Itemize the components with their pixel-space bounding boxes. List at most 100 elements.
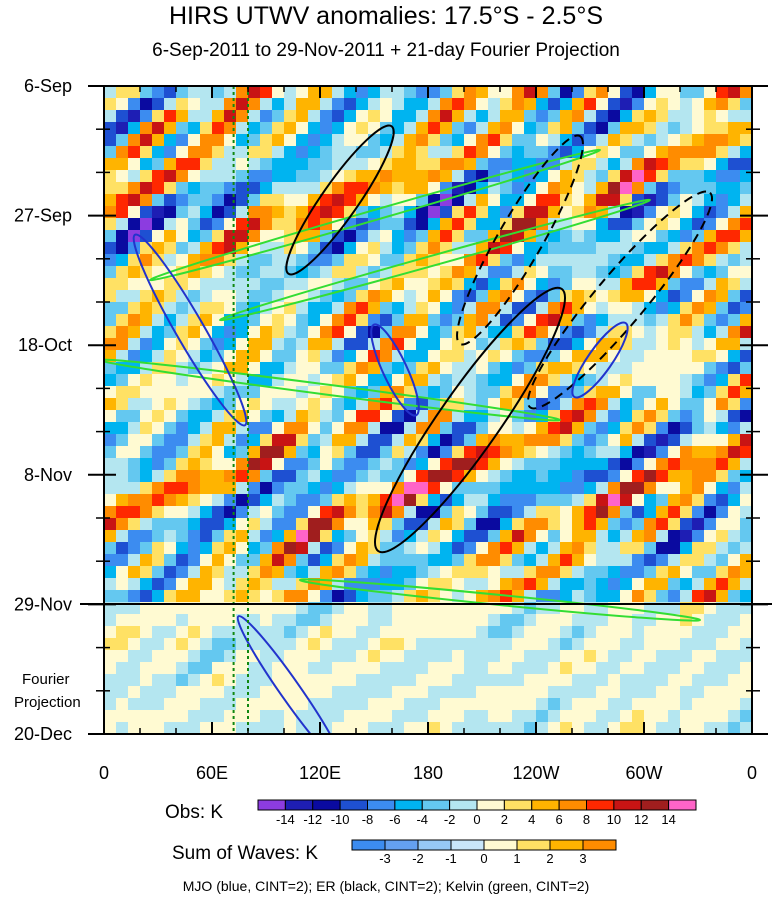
field-cell	[656, 674, 669, 687]
field-cell	[476, 314, 489, 327]
field-cell	[524, 674, 537, 687]
field-cell	[104, 626, 117, 639]
colorbar-swatch	[668, 799, 697, 811]
field-cell	[392, 578, 405, 591]
field-cell	[164, 110, 177, 123]
projection-label-line1: Fourier	[22, 671, 70, 688]
field-cell	[248, 410, 261, 423]
field-cell	[356, 326, 369, 339]
field-cell	[488, 686, 501, 699]
field-cell	[236, 662, 249, 675]
field-cell	[512, 206, 525, 219]
field-cell	[548, 98, 561, 111]
field-cell	[296, 194, 309, 207]
field-cell	[620, 374, 633, 387]
field-cell	[524, 266, 537, 279]
field-cell	[176, 626, 189, 639]
field-cell	[248, 458, 261, 471]
field-cell	[704, 590, 717, 603]
field-cell	[680, 650, 693, 663]
field-cell	[140, 638, 153, 651]
field-cell	[536, 374, 549, 387]
field-cell	[692, 590, 705, 603]
field-cell	[212, 554, 225, 567]
field-cell	[728, 674, 741, 687]
field-cell	[380, 398, 393, 411]
field-cell	[500, 542, 513, 555]
field-cell	[116, 494, 129, 507]
field-cell	[404, 674, 417, 687]
field-cell	[320, 530, 333, 543]
field-cell	[584, 122, 597, 135]
field-cell	[704, 338, 717, 351]
field-cell	[740, 122, 752, 135]
field-cell	[272, 338, 285, 351]
field-cell	[512, 374, 525, 387]
field-cell	[452, 662, 465, 675]
field-cell	[512, 518, 525, 531]
field-cell	[248, 110, 261, 123]
field-cell	[716, 170, 729, 183]
field-cell	[488, 314, 501, 327]
field-cell	[392, 206, 405, 219]
field-cell	[176, 290, 189, 303]
field-cell	[344, 350, 357, 363]
field-cell	[632, 674, 645, 687]
field-cell	[152, 434, 165, 447]
field-cell	[704, 266, 717, 279]
field-cell	[212, 446, 225, 459]
field-cell	[428, 350, 441, 363]
field-cell	[464, 86, 477, 99]
field-cell	[452, 530, 465, 543]
field-cell	[392, 326, 405, 339]
field-cell	[560, 86, 573, 99]
field-cell	[680, 134, 693, 147]
field-cell	[644, 410, 657, 423]
field-cell	[512, 530, 525, 543]
field-cell	[596, 422, 609, 435]
y-tick-label: 27-Sep	[14, 206, 72, 226]
field-cell	[128, 662, 141, 675]
field-cell	[668, 662, 681, 675]
field-cell	[512, 602, 525, 615]
field-cell	[212, 482, 225, 495]
field-cell	[116, 182, 129, 195]
field-cell	[632, 578, 645, 591]
field-cell	[404, 638, 417, 651]
field-cell	[332, 206, 345, 219]
field-cell	[632, 314, 645, 327]
field-cell	[392, 674, 405, 687]
field-cell	[320, 626, 333, 639]
field-cell	[704, 158, 717, 171]
field-cell	[668, 482, 681, 495]
field-cell	[164, 590, 177, 603]
field-cell	[368, 158, 381, 171]
field-cell	[212, 98, 225, 111]
field-cell	[188, 422, 201, 435]
field-cell	[536, 446, 549, 459]
field-cell	[380, 686, 393, 699]
field-cell	[464, 614, 477, 627]
field-cell	[728, 434, 741, 447]
field-cell	[308, 362, 321, 375]
field-cell	[116, 590, 129, 603]
field-cell	[488, 254, 501, 267]
field-cell	[596, 146, 609, 159]
field-cell	[368, 602, 381, 615]
field-cell	[224, 506, 237, 519]
field-cell	[704, 98, 717, 111]
field-cell	[560, 398, 573, 411]
field-cell	[416, 122, 429, 135]
field-cell	[128, 602, 141, 615]
field-cell	[272, 566, 285, 579]
field-cell	[584, 266, 597, 279]
field-cell	[572, 626, 585, 639]
field-cell	[272, 254, 285, 267]
field-cell	[548, 494, 561, 507]
field-cell	[368, 698, 381, 711]
field-cell	[512, 182, 525, 195]
field-cell	[116, 230, 129, 243]
field-cell	[488, 494, 501, 507]
field-cell	[704, 254, 717, 267]
field-cell	[332, 518, 345, 531]
